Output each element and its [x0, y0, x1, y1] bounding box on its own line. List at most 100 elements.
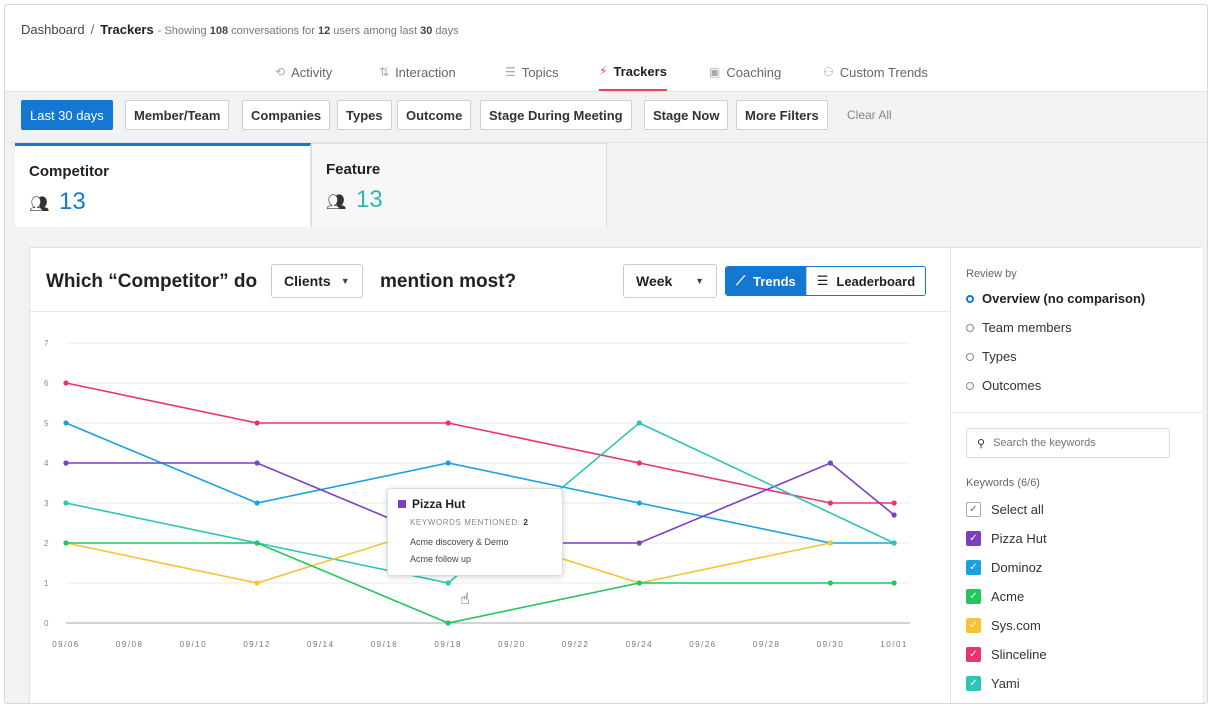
period-dropdown[interactable]: Week ▼ [623, 264, 717, 298]
breadcrumb-separator: / [90, 22, 95, 37]
tracker-chart-card: Which “Competitor” do Clients ▼ mention m… [29, 247, 1202, 703]
stage-now-filter[interactable]: Stage Now [644, 100, 729, 130]
x-tick-label: 09/18 [434, 640, 462, 649]
outcome-filter[interactable]: Outcome [397, 100, 472, 130]
review-overview-radio[interactable]: Overview (no comparison) [966, 291, 1145, 306]
trackers-icon: ⚡ [599, 64, 608, 78]
leaderboard-toggle[interactable]: ☰ Leaderboard [805, 267, 926, 295]
tracker-count: 13 [356, 186, 383, 213]
radio-dot-icon [966, 381, 974, 390]
data-point [827, 460, 834, 466]
breadcrumb-summary: - Showing 108 conversations for 12 users… [158, 25, 459, 37]
data-point [63, 420, 69, 426]
clear-all-link[interactable]: Clear All [847, 108, 892, 122]
x-tick-label: 10/01 [880, 640, 908, 649]
keyword-search: ⚲ [966, 428, 1170, 458]
keyword-search-input[interactable] [993, 437, 1154, 449]
keyword-checkbox-sys-com[interactable]: ✓ Sys.com [966, 618, 1041, 633]
review-by-label: Review by [966, 268, 1017, 280]
day-count: 30 [420, 25, 433, 37]
tab-label: Interaction [395, 64, 456, 80]
y-tick-label: 7 [44, 339, 49, 348]
keyword-checkbox-slinceline[interactable]: ✓ Slinceline [966, 647, 1047, 662]
tab-activity[interactable]: ⟲ Activity [275, 53, 332, 91]
x-tick-label: 09/24 [626, 640, 654, 649]
review-outcomes-radio[interactable]: Outcomes [966, 378, 1041, 393]
tab-custom-trends[interactable]: ⚇ Custom Trends [823, 53, 928, 91]
x-tick-label: 09/14 [307, 640, 335, 649]
radio-label: Types [982, 349, 1017, 364]
keyword-checkbox-dominoz[interactable]: ✓ Dominoz [966, 560, 1042, 575]
topics-icon: ☰ [505, 65, 516, 79]
tab-topics[interactable]: ☰ Topics [505, 53, 559, 91]
more-filters-button[interactable]: More Filters [736, 100, 828, 130]
tab-coaching[interactable]: ▣ Coaching [709, 53, 781, 91]
check-icon: ✓ [966, 502, 981, 517]
conversation-count: 108 [209, 25, 229, 37]
tab-trackers[interactable]: ⚡ Trackers [599, 53, 667, 91]
y-tick-label: 1 [44, 579, 49, 588]
data-point [254, 500, 260, 506]
data-point [254, 460, 260, 466]
review-team-members-radio[interactable]: Team members [966, 320, 1072, 335]
data-point [636, 420, 642, 426]
tracker-tab-feature[interactable]: Feature 👥︎ 13 [311, 143, 607, 227]
x-tick-label: 09/28 [753, 640, 781, 649]
series-line [65, 382, 895, 504]
data-point [891, 500, 897, 506]
tab-label: Topics [521, 64, 559, 80]
types-filter[interactable]: Types [337, 100, 392, 130]
data-point [827, 580, 834, 586]
keyword-checkbox-acme[interactable]: ✓ Acme [966, 589, 1024, 604]
data-point [827, 540, 834, 546]
filter-bar: Last 30 days Member/Team Companies Types… [5, 91, 1207, 143]
activity-icon: ⟲ [275, 65, 286, 79]
keyword-checkbox-pizza-hut[interactable]: ✓ Pizza Hut [966, 531, 1047, 546]
select-all-label: Select all [991, 502, 1044, 517]
data-point [63, 380, 69, 386]
summary-suffix: days [435, 25, 459, 37]
tab-label: Activity [291, 64, 333, 80]
tab-interaction[interactable]: ⇅ Interaction [379, 53, 456, 91]
breadcrumb: Dashboard / Trackers - Showing 108 conversa… [21, 22, 459, 37]
stage-during-meeting-filter[interactable]: Stage During Meeting [480, 100, 632, 130]
check-icon: ✓ [966, 560, 981, 575]
keyword-label: Sys.com [991, 618, 1041, 633]
summary-prefix: - Showing [157, 25, 207, 37]
review-types-radio[interactable]: Types [966, 349, 1017, 364]
tab-label: Coaching [726, 64, 782, 80]
caret-down-icon: ▼ [695, 276, 704, 286]
data-point [636, 460, 642, 466]
data-point [891, 540, 897, 546]
interaction-icon: ⇅ [379, 65, 390, 79]
audience-dropdown[interactable]: Clients ▼ [271, 264, 363, 298]
member-team-filter[interactable]: Member/Team [125, 100, 230, 130]
tracker-name: Competitor [29, 163, 109, 180]
keyword-checkbox-yami[interactable]: ✓ Yami [966, 676, 1020, 691]
select-all-checkbox[interactable]: ✓ Select all [966, 502, 1044, 517]
trends-toggle[interactable]: ⟋ Trends [726, 267, 806, 295]
x-tick-label: 09/06 [52, 640, 80, 649]
date-range-button[interactable]: Last 30 days [21, 100, 113, 130]
tooltip-title: Pizza Hut [398, 497, 465, 511]
tracker-tab-competitor[interactable]: Competitor 👥︎ 13 [15, 143, 311, 227]
question-suffix: mention most? [380, 271, 517, 292]
coaching-icon: ▣ [709, 65, 721, 79]
data-point [63, 500, 69, 506]
check-icon: ✓ [966, 531, 981, 546]
breadcrumb-dashboard[interactable]: Dashboard [21, 22, 85, 37]
data-point [445, 580, 451, 586]
x-tick-label: 09/12 [243, 640, 271, 649]
y-tick-label: 3 [44, 499, 49, 508]
tooltip-keyword: Pizza Hut [412, 497, 466, 511]
breadcrumb-trackers: Trackers [100, 22, 154, 37]
speaker-person-icon: 👥︎ [29, 196, 50, 213]
check-icon: ✓ [966, 589, 981, 604]
leaderboard-icon: ☰ [816, 273, 829, 288]
keyword-label: Yami [991, 676, 1020, 691]
keyword-label: Acme [991, 589, 1025, 604]
hand-pointer-icon: ☝ [460, 591, 470, 608]
y-tick-label: 4 [44, 459, 49, 468]
data-point [891, 512, 897, 518]
companies-filter[interactable]: Companies [242, 100, 331, 130]
